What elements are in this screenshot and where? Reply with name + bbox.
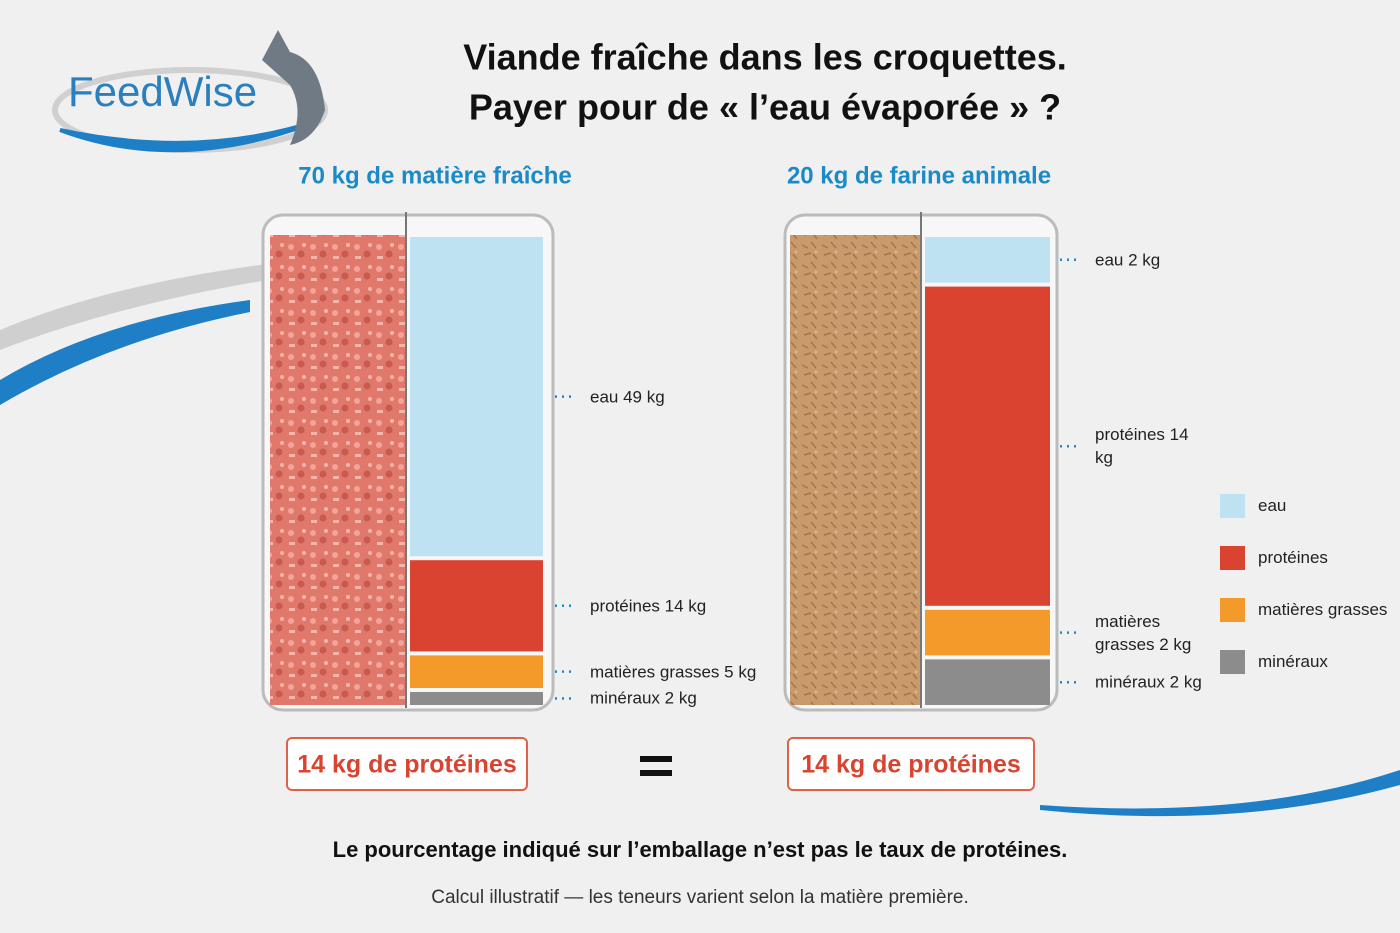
segment [925,286,1050,606]
footer-note: Le pourcentage indiqué sur l’emballage n… [333,837,1068,862]
value-label: protéines 14 kg [590,596,707,616]
value-label: protéines 14 kg [1095,425,1189,468]
equals [640,756,672,762]
legend-label: protéines [1258,548,1328,567]
segment [410,237,543,557]
segment [410,560,543,652]
legend-swatch [1220,546,1245,570]
title: Payer pour de « l’eau évaporée » ? [469,87,1061,128]
swoosh [0,260,300,350]
badge-text: 14 kg de protéines [801,751,1021,779]
segment [925,237,1050,283]
logo-swoosh [59,118,321,153]
value-label: minéraux 2 kg [590,688,697,708]
badge [286,737,528,791]
value-label: minéraux 2 kg [1095,672,1202,692]
segment [410,691,543,705]
legend-swatch [1220,650,1245,674]
segment [925,609,1050,656]
title: Viande fraîche dans les croquettes. [463,37,1067,78]
value-label: matières grasses 5 kg [590,662,757,682]
equals [640,770,672,776]
value-label: eau 49 kg [590,387,665,407]
legend-swatch [1220,494,1245,518]
legend-swatch [1220,598,1245,622]
segment [925,659,1050,705]
badge [787,737,1035,791]
value-label: matières grasses 2 kg [1095,611,1192,654]
badge-text: 14 kg de protéines [297,751,517,779]
chart-title: 20 kg de farine animale [787,162,1051,189]
logo-dog [262,30,325,145]
footer-caveat: Calcul illustratif — les teneurs varient… [431,887,969,908]
segment [410,655,543,688]
legend-label: eau [1258,496,1287,515]
legend-label: minéraux [1258,652,1328,671]
swoosh [1040,770,1400,817]
logo: FeedWise [68,68,257,115]
value-label: eau 2 kg [1095,250,1161,270]
fresh-meat [270,235,405,705]
chart-title: 70 kg de matière fraîche [298,162,571,189]
legend-label: matières grasses [1258,600,1388,619]
meat-meal [790,235,920,705]
swoosh [0,300,250,405]
